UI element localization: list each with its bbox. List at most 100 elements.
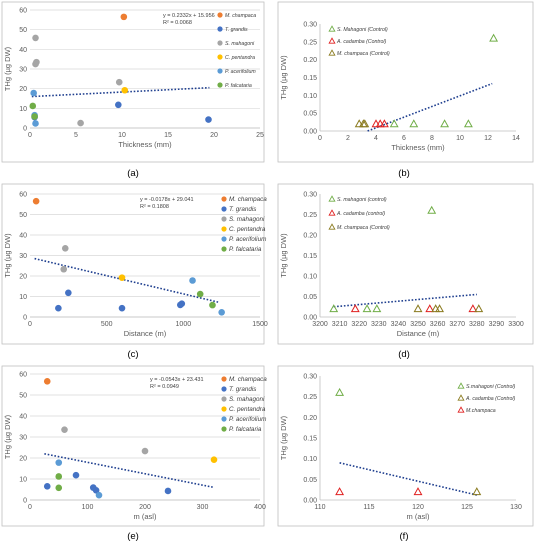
y-axis-label: THg (µg DW) <box>279 233 288 278</box>
x-tick-label: 300 <box>197 504 209 511</box>
y-tick-label: 0 <box>23 315 27 322</box>
x-tick-label: 200 <box>139 504 151 511</box>
panel-f: 0.00 0.05 0.10 0.15 0.20 0.25 0.30 110 115 120 125… <box>277 365 534 527</box>
x-tick-label: 0 <box>318 135 322 142</box>
legend-label: M. champaca (Control) <box>337 51 390 57</box>
legend-label: M.champaca <box>466 408 496 414</box>
y-tick-label: 0.25 <box>303 212 317 219</box>
y-axis-label: THg (µg DW) <box>3 233 12 278</box>
x-tick-label: 120 <box>412 504 424 511</box>
legend-label: S. Mahagoni (Control) <box>337 27 388 33</box>
data-point <box>118 274 126 281</box>
y-tick-label: 0 <box>23 498 27 505</box>
data-point <box>425 304 435 313</box>
legend-label: S.mahagoni (Control) <box>466 384 516 390</box>
legend-marker <box>221 406 227 412</box>
legend-marker <box>328 195 336 202</box>
data-point <box>413 304 423 313</box>
data-point <box>468 304 478 313</box>
legend-label: M. champaca <box>229 196 267 203</box>
y-tick-label: 0.10 <box>303 456 317 463</box>
y-tick-label: 0.30 <box>303 192 317 199</box>
data-point <box>472 487 482 496</box>
legend-marker <box>221 226 227 232</box>
legend-label: T. grandis <box>229 206 257 213</box>
x-tick-label: 25 <box>256 132 264 139</box>
legend-marker <box>217 54 223 60</box>
legend: M. champaca T. grandis S. mahagoni C. penta… <box>217 12 256 89</box>
y-tick-label: 40 <box>19 233 27 240</box>
x-tick-label: 500 <box>101 321 113 328</box>
trendline <box>31 86 210 98</box>
legend-marker <box>221 206 227 212</box>
panel-caption: (d) <box>398 349 410 360</box>
y-tick-label: 0.15 <box>303 75 317 82</box>
panel-caption: (c) <box>127 349 138 360</box>
data-point <box>440 119 450 128</box>
data-point <box>77 119 84 127</box>
y-tick-label: 10 <box>19 294 27 301</box>
legend-label: S. mahagoni <box>225 41 255 47</box>
data-point <box>379 119 389 128</box>
legend-label: P. acerifolium <box>229 416 266 423</box>
legend-marker <box>221 246 227 252</box>
data-point <box>31 113 38 120</box>
panel-d: 0.00 0.05 0.10 0.15 0.20 0.25 0.30 3200 3210 3220… <box>277 183 534 345</box>
data-point <box>65 289 72 297</box>
y-tick-label: 20 <box>19 86 27 93</box>
data-point <box>413 487 423 496</box>
panel-caption: (f) <box>400 531 409 542</box>
trend-equation: y = -0.0543x + 23.431 <box>150 377 204 383</box>
x-axis-label: Distance (m) <box>124 329 167 338</box>
y-tick-label: 30 <box>19 435 27 442</box>
legend-label: T. grandis <box>225 27 248 33</box>
legend-label: S. mahagoni <box>229 396 265 403</box>
legend-marker <box>328 49 336 56</box>
legend-marker <box>328 37 336 44</box>
x-tick-label: 5 <box>74 132 78 139</box>
x-tick-label: 3220 <box>351 321 367 328</box>
data-point <box>371 119 381 128</box>
data-point <box>32 120 39 127</box>
trend-equation: y = -0.0178x + 29.041 <box>140 197 194 203</box>
legend-label: A. cadamba (Control) <box>336 39 387 45</box>
x-tick-label: 10 <box>456 135 464 142</box>
legend-marker <box>221 236 227 242</box>
x-tick-label: 110 <box>314 504 325 511</box>
data-point <box>463 119 473 128</box>
trend-r2: R² = 0.1808 <box>140 204 169 210</box>
legend-label: P. falcataria <box>225 83 252 89</box>
data-point <box>218 308 225 316</box>
x-tick-label: 0 <box>28 504 32 511</box>
x-tick-label: 400 <box>254 504 266 511</box>
data-point <box>141 447 149 455</box>
x-tick-label: 115 <box>363 504 374 511</box>
legend-label: C. pentandra <box>229 406 266 413</box>
legend-label: M. champaca (Control) <box>337 225 390 231</box>
y-axis-label: THg (µg DW) <box>279 415 288 460</box>
y-tick-label: 40 <box>19 47 27 54</box>
panel-frame <box>1 365 265 527</box>
data-point <box>335 487 345 496</box>
x-tick-label: 3200 <box>312 321 328 328</box>
legend-marker <box>221 196 227 202</box>
x-tick-label: 12 <box>484 135 492 142</box>
x-tick-label: 1000 <box>176 321 192 328</box>
x-tick-label: 3210 <box>332 321 348 328</box>
legend-marker <box>328 223 336 230</box>
legend: M. champaca T. grandis S. mahagoni C. penta… <box>221 196 267 253</box>
panel-b: 0.00 0.05 0.10 0.15 0.20 0.25 0.30 0 2 4 6 8 10 12 14 T… <box>277 1 534 163</box>
y-tick-label: 60 <box>19 192 27 199</box>
data-point <box>29 102 37 110</box>
y-tick-label: 0.20 <box>303 57 317 64</box>
legend: S. Mahagoni (Control) A. cadamba (Control… <box>328 25 390 57</box>
legend-marker <box>457 382 465 389</box>
y-tick-label: 0.25 <box>303 394 317 401</box>
legend-label: P. acerifolium <box>229 236 266 243</box>
data-point <box>372 304 382 313</box>
panel-frame <box>277 1 534 163</box>
y-tick-label: 0 <box>23 126 27 133</box>
legend-label: S. mahagoni (control) <box>337 197 387 203</box>
legend: S. mahagoni (control) A. cadamba (control… <box>328 195 390 231</box>
y-tick-label: 10 <box>19 106 27 113</box>
